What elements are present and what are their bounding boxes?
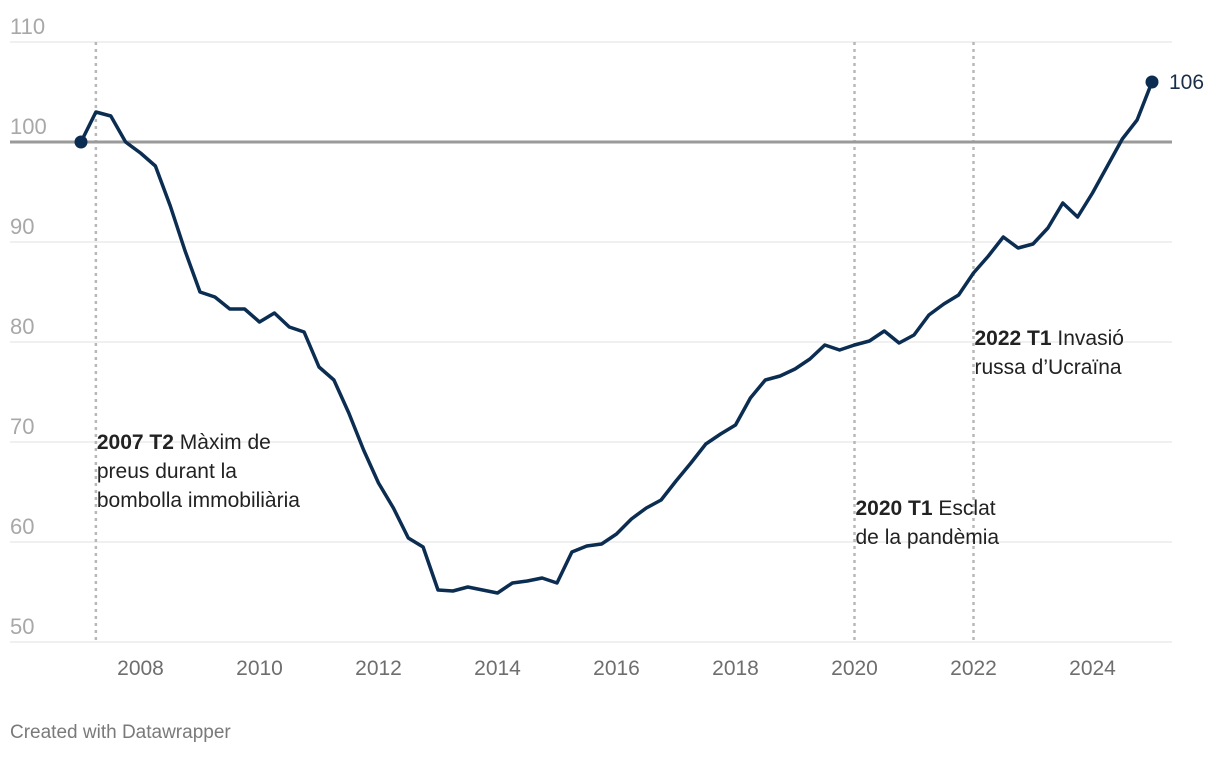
datawrapper-credit: Created with Datawrapper [10, 722, 231, 743]
x-axis-ticks: 2008 2010 2012 2014 2016 2018 2020 2022 2024 [117, 657, 1116, 680]
end-point [1145, 75, 1159, 89]
gridlines [10, 41, 1172, 643]
x-tick-label-2014: 2014 [474, 657, 521, 680]
annotation-1-date: 2007 T2 [97, 431, 174, 454]
x-tick-label-2016: 2016 [593, 657, 640, 680]
x-tick-label-2012: 2012 [355, 657, 402, 680]
series-line-group: 106 [74, 71, 1204, 595]
annotation-3-line-2: russa d’Ucraïna [975, 356, 1122, 379]
y-axis-ticks: 50 60 70 80 90 100 110 [10, 14, 47, 639]
x-tick-label-2018: 2018 [712, 657, 759, 680]
line-chart: 106 50 60 70 80 90 100 110 2008 2010 2012 2014 201… [10, 14, 1204, 680]
start-point [74, 135, 88, 149]
annotation-1-line-3: bombolla immobiliària [97, 489, 300, 512]
x-tick-label-2024: 2024 [1069, 657, 1116, 680]
x-tick-label-2008: 2008 [117, 657, 164, 680]
annotation-2: 2020 T1 Esclat de la pandèmia [856, 497, 1000, 549]
annotation-2-date: 2020 T1 [856, 497, 933, 520]
y-tick-label-110: 110 [10, 14, 45, 39]
y-tick-label-70: 70 [10, 414, 34, 439]
annotation-3-date: 2022 T1 [975, 327, 1052, 350]
annotation-1-line-1: Màxim de [174, 431, 271, 454]
y-tick-label-60: 60 [10, 514, 34, 539]
y-tick-label-80: 80 [10, 314, 34, 339]
series-line [79, 80, 1154, 595]
annotation-1-line-2: preus durant la [97, 460, 237, 483]
x-tick-label-2010: 2010 [236, 657, 283, 680]
annotation-2-line-1: Esclat [933, 497, 996, 520]
y-tick-label-50: 50 [10, 614, 34, 639]
y-tick-label-90: 90 [10, 214, 34, 239]
x-tick-label-2020: 2020 [831, 657, 878, 680]
y-tick-label-100: 100 [10, 114, 47, 139]
annotation-3-line-1: Invasió [1052, 327, 1124, 350]
x-tick-label-2022: 2022 [950, 657, 997, 680]
annotation-1: 2007 T2 Màxim de preus durant la bombolla … [97, 431, 300, 512]
end-value-label: 106 [1169, 71, 1204, 94]
annotation-3: 2022 T1 Invasió russa d’Ucraïna [975, 327, 1124, 379]
annotations: 2007 T2 Màxim de preus durant la bombolla … [97, 327, 1124, 549]
annotation-2-line-2: de la pandèmia [856, 526, 1000, 549]
